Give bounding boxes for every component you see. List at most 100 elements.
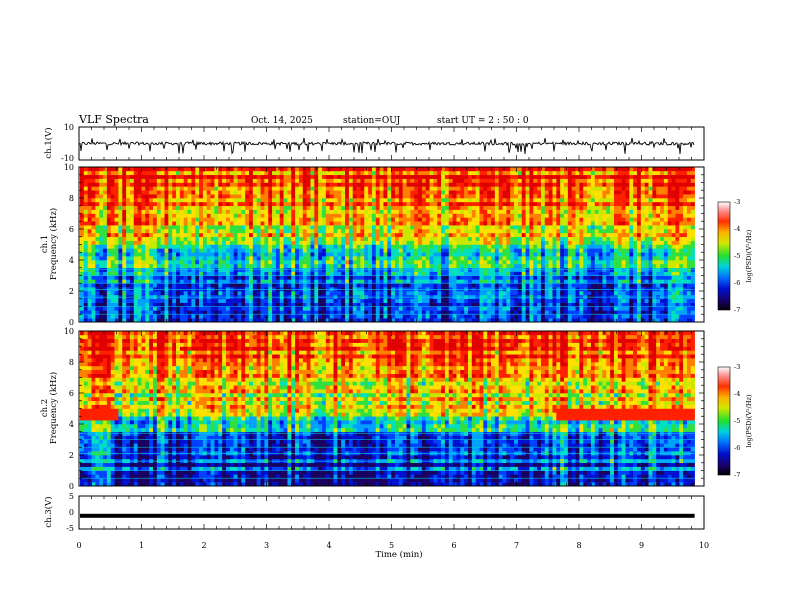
ch1-spectrogram-cell	[540, 186, 546, 191]
ch1-spectrogram-cell	[80, 314, 85, 319]
ch1-spectrogram-cell	[425, 232, 430, 238]
ch1-spectrogram-cell	[544, 190, 549, 195]
ch1-spectrogram-cell	[214, 236, 219, 241]
ch1-spectrogram-cell	[410, 209, 415, 214]
ch1-spectrogram-cell	[521, 182, 526, 187]
ch1-spectrogram-cell	[464, 182, 469, 187]
ch1-spectrogram-cell	[283, 186, 288, 191]
ch1-spectrogram-cell	[298, 170, 304, 176]
ch1-spectrogram-cell	[183, 186, 188, 191]
ch1-spectrogram-cell	[229, 318, 234, 323]
ch1-spectrogram-cell	[433, 186, 438, 191]
ch1-spectrogram-cell	[506, 232, 511, 238]
ch1-spectrogram-cell	[279, 190, 284, 195]
ch1-spectrogram-cell	[252, 240, 257, 245]
ch1-spectrogram-cell	[402, 236, 407, 241]
ch1-spectrogram-cell	[552, 232, 557, 238]
ch1-spectrogram-cell	[218, 240, 223, 245]
ch1-spectrogram-cell	[260, 201, 265, 207]
ch1-spectrogram-cell	[452, 298, 457, 303]
ch1-spectrogram-cell	[99, 201, 104, 207]
ch1-spectrogram-cell	[310, 217, 315, 222]
ch1-spectrogram-cell	[498, 174, 503, 179]
ch1-spectrogram-cell	[383, 256, 388, 261]
ch1-spectrogram-cell	[237, 279, 242, 284]
ch1-spectrogram-cell	[441, 182, 446, 187]
ch1-spectrogram-cell	[172, 194, 177, 199]
ch1-spectrogram-cell	[275, 229, 281, 234]
ch1-spectrogram-cell	[114, 291, 119, 296]
ch1-spectrogram-cell	[521, 263, 526, 269]
ch1-spectrogram-cell	[114, 221, 119, 226]
ch1-spectrogram-cell	[544, 298, 549, 303]
ch1-spectrogram-cell	[149, 256, 154, 261]
ch1-spectrogram-cell	[126, 186, 131, 191]
ch1-spectrogram-cell	[287, 194, 292, 199]
ch1-spectrogram-cell	[252, 236, 257, 241]
ch1-spectrogram-cell	[329, 298, 334, 303]
ch1-spectrogram-cell	[164, 302, 169, 307]
ch1-spectrogram-cell	[133, 236, 138, 241]
ch1-spectrogram-cell	[418, 298, 423, 303]
ch1-spectrogram-cell	[264, 194, 269, 199]
ch1-spectrogram-cell	[106, 302, 112, 307]
ch1-spectrogram-cell	[122, 302, 127, 307]
ch1-spectrogram-cell	[272, 213, 277, 218]
ch1-spectrogram-cell	[421, 271, 427, 276]
ch1-spectrogram-cell	[83, 279, 88, 284]
ch1-spectrogram-cell	[152, 186, 158, 191]
ch1-spectrogram-cell	[195, 232, 200, 238]
ch1-spectrogram-cell	[356, 209, 361, 214]
ch1-spectrogram-cell	[195, 260, 200, 265]
ch1-spectrogram-cell	[456, 194, 461, 199]
ch1-spectrogram-cell	[502, 190, 507, 195]
ch1-spectrogram-cell	[529, 283, 534, 288]
ch1-spectrogram-cell	[106, 194, 112, 199]
ch1-spectrogram-cell	[99, 217, 104, 222]
ch1-spectrogram-cell	[548, 240, 553, 245]
ch1-spectrogram-cell	[460, 229, 465, 234]
ch1-spectrogram-cell	[341, 314, 346, 319]
ch1-spectrogram-cell	[91, 252, 96, 257]
ch1-spectrogram-cell	[199, 298, 204, 303]
ch1-spectrogram-cell	[210, 302, 215, 307]
ch1-spectrogram-cell	[533, 205, 538, 210]
ch1-spectrogram-cell	[329, 256, 334, 261]
ch1-spectrogram-cell	[556, 318, 561, 323]
ch1-spectrogram-cell	[521, 298, 526, 303]
ch1-spectrogram-cell	[494, 298, 500, 303]
ch1-spectrogram-cell	[414, 229, 419, 234]
ch1-spectrogram-cell	[341, 170, 346, 176]
ch1-spectrogram-cell	[410, 291, 415, 296]
ch1-spectrogram-cell	[310, 279, 315, 284]
ch1-spectrogram-cell	[406, 298, 411, 303]
ch1-spectrogram-cell	[133, 186, 138, 191]
ch1-spectrogram-cell	[233, 291, 238, 296]
ch1-spectrogram-cell	[398, 232, 403, 238]
ch1-spectrogram-cell	[521, 248, 526, 253]
ch1-spectrogram-cell	[544, 263, 549, 269]
ch1-spectrogram-cell	[556, 252, 561, 257]
ch1-spectrogram-cell	[314, 260, 319, 265]
ch1-spectrogram-cell	[456, 267, 461, 272]
ch1-spectrogram-cell	[99, 236, 104, 241]
ch1-spectrogram-cell	[279, 236, 284, 241]
ch1-spectrogram-cell	[103, 174, 108, 179]
ch1-spectrogram-cell	[252, 209, 257, 214]
ch1-spectrogram-cell	[510, 205, 515, 210]
ch1-spectrogram-cell	[241, 306, 246, 311]
ch1-spectrogram-cell	[264, 298, 269, 303]
ch1-spectrogram-cell	[302, 186, 307, 191]
ch1-spectrogram-cell	[345, 198, 350, 203]
ch1-spectrogram-cell	[245, 244, 250, 249]
ch1-spectrogram-cell	[329, 186, 334, 191]
ch1-spectrogram-cell	[391, 178, 396, 183]
ch1-spectrogram-cell	[145, 201, 150, 207]
ch1-spectrogram-cell	[252, 186, 257, 191]
ch1-spectrogram-cell	[383, 236, 388, 241]
ch1-spectrogram-cell	[498, 240, 503, 245]
ch1-spectrogram-cell	[391, 174, 396, 179]
ch1-spectrogram-cell	[164, 263, 169, 269]
ch1-spectrogram-cell	[525, 298, 530, 303]
ch1-spectrogram-cell	[80, 209, 85, 214]
